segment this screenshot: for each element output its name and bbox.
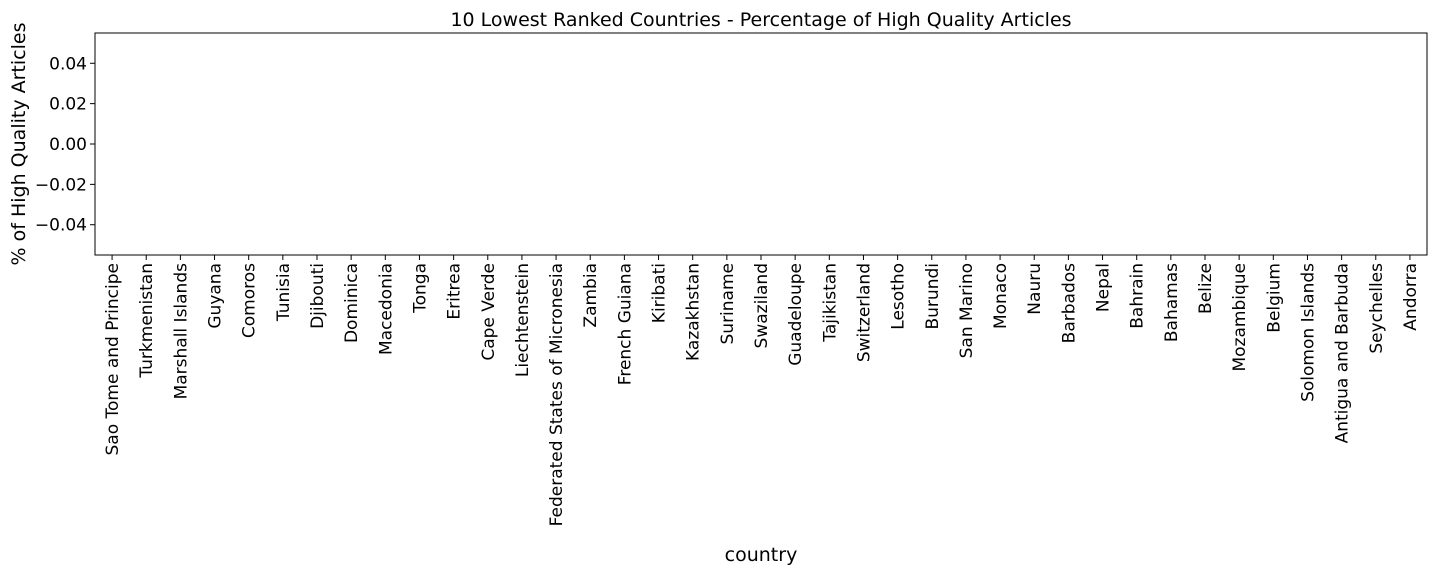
x-tick-label: Tajikistan (820, 263, 840, 343)
x-tick-label: San Marino (957, 263, 977, 358)
x-tick-label: Nauru (1025, 263, 1045, 315)
x-tick-label: Macedonia (376, 263, 396, 355)
x-tick-label: Djibouti (308, 263, 328, 329)
x-tick-label: Sao Tome and Principe (103, 263, 123, 455)
x-tick-label: Seychelles (1367, 263, 1387, 354)
x-tick-label: Kazakhstan (684, 263, 704, 361)
x-ticks: Sao Tome and Principe Turkmenistan Marshal… (103, 255, 1421, 526)
x-tick-label: French Guiana (615, 263, 635, 385)
x-tick-label: Antigua and Barbuda (1333, 263, 1353, 443)
x-tick-label: Eritrea (445, 263, 465, 320)
y-ticks: −0.04 −0.02 0.00 0.02 0.04 (35, 54, 95, 236)
y-axis-label: % of High Quality Articles (8, 23, 30, 266)
x-tick-label: Guadeloupe (786, 263, 806, 366)
x-tick-label: Switzerland (854, 263, 874, 362)
x-tick-label: Comoros (240, 263, 260, 338)
x-tick-label: Solomon Islands (1298, 263, 1318, 402)
x-tick-label: Burundi (923, 263, 943, 330)
x-tick-label: Mozambique (1230, 263, 1250, 372)
y-tick-label: −0.02 (35, 175, 87, 195)
x-axis-label: country (725, 544, 798, 566)
x-tick-label: Bahamas (1162, 263, 1182, 342)
plot-area-frame (94, 32, 1428, 256)
x-tick-label: Andorra (1401, 263, 1421, 331)
y-tick-label: 0.04 (49, 54, 87, 74)
x-tick-label: Belgium (1264, 263, 1284, 333)
x-tick-label: Turkmenistan (137, 263, 157, 379)
chart-title: 10 Lowest Ranked Countries - Percentage … (450, 9, 1071, 31)
x-tick-label: Swaziland (752, 263, 772, 348)
y-tick-label: 0.02 (49, 95, 87, 115)
x-tick-label: Tunisia (274, 263, 294, 322)
x-tick-label: Lesotho (889, 263, 909, 330)
x-tick-label: Suriname (718, 263, 738, 345)
x-tick-label: Zambia (581, 263, 601, 328)
x-tick-label: Belize (1196, 263, 1216, 314)
x-tick-label: Federated States of Micronesia (547, 263, 567, 526)
x-tick-label: Barbados (1059, 263, 1079, 343)
x-tick-label: Liechtenstein (513, 263, 533, 377)
x-tick-label: Bahrain (1128, 263, 1148, 329)
x-tick-label: Kiribati (650, 263, 670, 323)
x-tick-label: Nepal (1094, 263, 1114, 312)
x-tick-label: Marshall Islands (171, 263, 191, 400)
x-tick-label: Dominica (342, 263, 362, 343)
x-tick-label: Cape Verde (479, 263, 499, 361)
x-tick-label: Tonga (410, 263, 430, 314)
x-tick-label: Guyana (206, 263, 226, 329)
y-tick-label: −0.04 (35, 216, 87, 236)
y-tick-label: 0.00 (49, 135, 87, 155)
x-tick-label: Monaco (991, 263, 1011, 329)
